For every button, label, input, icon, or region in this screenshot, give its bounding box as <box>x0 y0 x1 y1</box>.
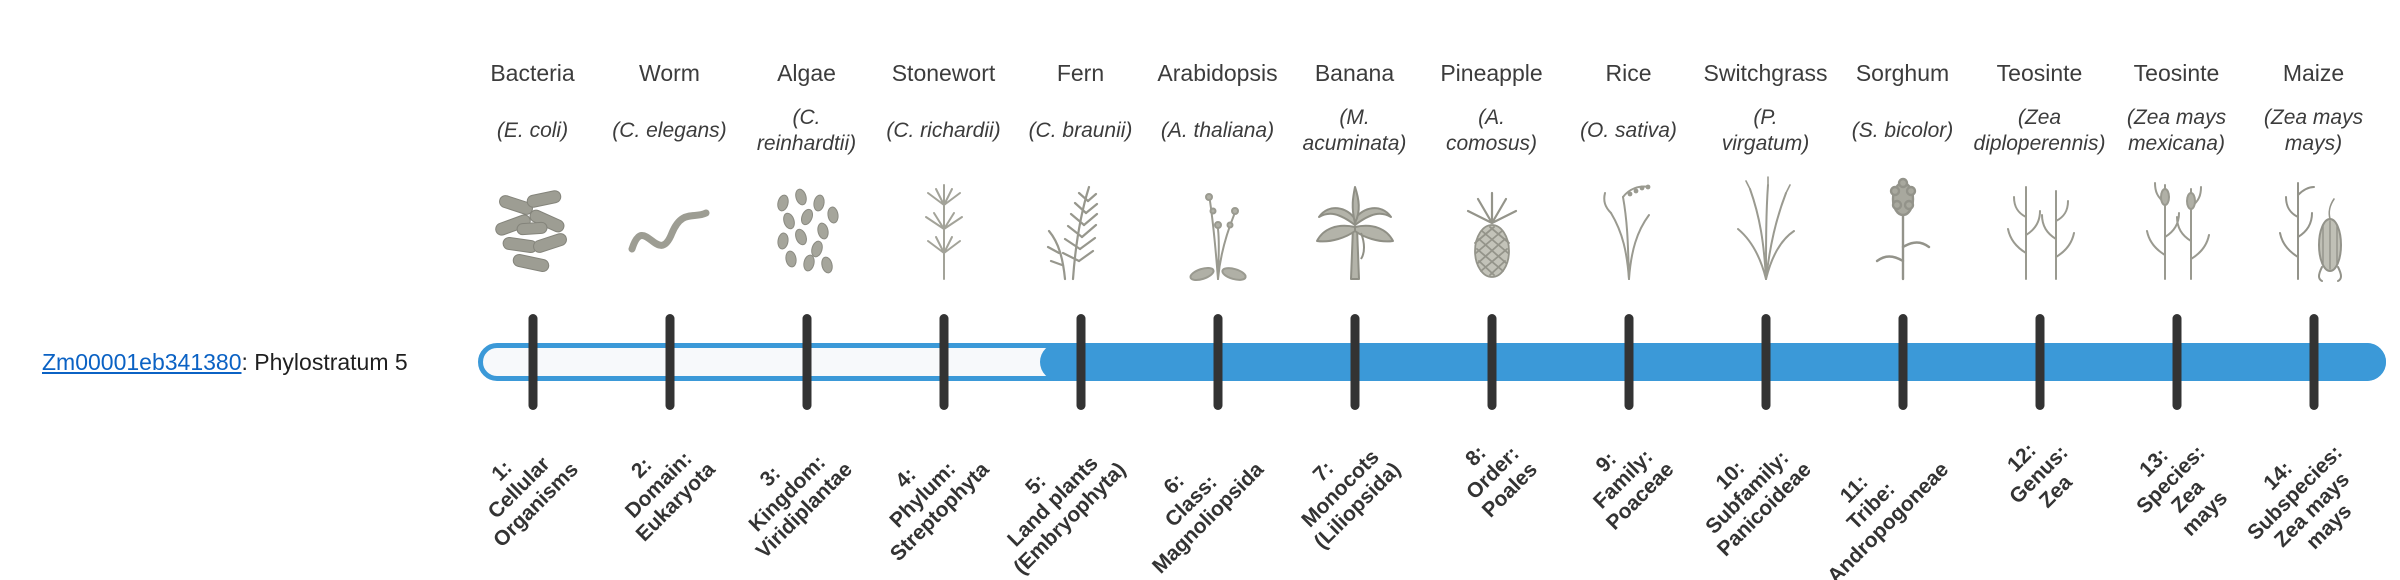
organism-common-name: Pineapple <box>1440 60 1543 86</box>
gene-id-link[interactable]: Zm00001eb341380 <box>42 349 242 375</box>
organism-common-name: Switchgrass <box>1703 60 1828 86</box>
phylostratum-tick <box>1213 314 1222 410</box>
phylostratum-label: 9: Family: Poaceae <box>1589 445 1679 535</box>
phylostratum-tick <box>2309 314 2318 410</box>
stonewort-illustration <box>898 171 990 285</box>
organism-scientific-name: (E. coli) <box>496 118 569 142</box>
column-stonewort: Stonewort (C. richardii) 4: Phylum: Stre… <box>875 0 1012 580</box>
phylostratum-tick <box>2172 314 2181 410</box>
organism-columns: Bacteria (E. coli) 1: C <box>464 0 2382 580</box>
organism-common-name: Bacteria <box>490 60 575 86</box>
organism-scientific-name: (O. sativa) <box>1580 118 1677 142</box>
phylostratum-label: 8: Order: Poales <box>1460 441 1542 523</box>
column-sorghum: Sorghum (S. bicolor) 11: Tribe: Andropog… <box>1823 0 1971 580</box>
organism-common-name: Teosinte <box>2133 60 2220 86</box>
phylostratum-tick <box>528 314 537 410</box>
phylostratum-tick <box>802 314 811 410</box>
organism-scientific-name: (Zea mays mexicana) <box>2126 105 2227 155</box>
organism-scientific-name: (Zea mays mays) <box>2263 105 2364 155</box>
phylostratum-label: 14: Subspecies: Zea mays mays <box>2243 441 2357 555</box>
column-fern: Fern (C. braunii) 5: Land plants (Embryo… <box>1004 0 1149 580</box>
phylostratum-label: 3: Kingdom: Viridiplantae <box>744 450 857 564</box>
phylostratum-label: 12: Genus: Zea <box>2003 438 2078 513</box>
gene-phylostratum-text: : Phylostratum 5 <box>241 349 408 375</box>
algae-illustration <box>761 171 853 285</box>
column-banana: Banana (M. acuminata) 7: Monocots (L <box>1286 0 1423 580</box>
sorghum-illustration <box>1857 171 1949 285</box>
column-maize: Maize (Zea mays mays) 14: Subspecies: Ze… <box>2243 0 2382 580</box>
maize-illustration <box>2268 171 2360 285</box>
column-algae: Algae (C. reinhardtii) <box>738 0 875 580</box>
organism-scientific-name: (Zea diploperennis) <box>1973 105 2106 155</box>
organism-scientific-name: (C. reinhardtii) <box>756 105 857 155</box>
switchgrass-illustration <box>1720 171 1812 285</box>
organism-scientific-name: (C. braunii) <box>1028 118 1133 142</box>
phylostratum-tick <box>939 314 948 410</box>
organism-scientific-name: (P. virgatum) <box>1721 105 1810 155</box>
phylostratum-tick <box>1350 314 1359 410</box>
phylostratum-tick <box>665 314 674 410</box>
organism-common-name: Worm <box>639 60 700 86</box>
teosinte-diploperennis-illustration <box>1994 171 2086 285</box>
organism-scientific-name: (M. acuminata) <box>1302 105 1407 155</box>
organism-scientific-name: (C. elegans) <box>612 118 727 142</box>
organism-common-name: Algae <box>777 60 836 86</box>
organism-common-name: Banana <box>1314 60 1395 86</box>
column-teosinte-mexicana: Teosinte (Zea mays mexicana) 13: Species… <box>2108 0 2245 580</box>
phylostratum-label: 1: Cellular Organisms <box>483 452 583 552</box>
phylostratum-tick <box>1624 314 1633 410</box>
arabidopsis-illustration <box>1172 171 1264 285</box>
column-switchgrass: Switchgrass (P. virgatum) 10: Subfamily:… <box>1697 0 1834 580</box>
phylostratum-tick <box>1487 314 1496 410</box>
column-worm: Worm (C. elegans) 2: Domain: Eukaryota <box>601 0 738 580</box>
organism-common-name: Stonewort <box>891 60 996 86</box>
column-pineapple: Pineapple (A. comosus) 8: Order: Poales <box>1423 0 1560 580</box>
organism-common-name: Rice <box>1605 60 1652 86</box>
column-rice: Rice (O. sativa) <box>1560 0 1697 580</box>
phylostratum-tick <box>1761 314 1770 410</box>
phylostratum-tick <box>1076 314 1085 410</box>
banana-illustration <box>1309 171 1401 285</box>
organism-scientific-name: (A. comosus) <box>1445 105 1538 155</box>
phylostratum-label: 2: Domain: Eukaryota <box>620 447 720 547</box>
organism-common-name: Teosinte <box>1996 60 2083 86</box>
gene-caption: Zm00001eb341380: Phylostratum 5 <box>42 349 408 376</box>
organism-scientific-name: (S. bicolor) <box>1851 118 1954 142</box>
organism-common-name: Fern <box>1056 60 1105 86</box>
organism-scientific-name: (A. thaliana) <box>1160 118 1275 142</box>
pineapple-illustration <box>1446 171 1538 285</box>
column-teosinte-diploperennis: Teosinte (Zea diploperennis) 12: Genus: … <box>1971 0 2108 580</box>
phylostratum-label: 7: Monocots (Liliopsida) <box>1296 445 1405 554</box>
column-arabidopsis: Arabidopsis (A. thaliana) 6: Class: <box>1148 0 1286 580</box>
rice-illustration <box>1583 171 1675 285</box>
organism-scientific-name: (C. richardii) <box>886 118 1001 142</box>
fern-illustration <box>1035 171 1127 285</box>
organism-common-name: Sorghum <box>1855 60 1950 86</box>
teosinte-mexicana-illustration <box>2131 171 2223 285</box>
organism-common-name: Maize <box>2282 60 2345 86</box>
phylostratum-bar-fill <box>1040 343 2386 381</box>
column-bacteria: Bacteria (E. coli) 1: C <box>464 0 601 580</box>
organism-common-name: Arabidopsis <box>1157 60 1278 86</box>
bacteria-illustration <box>487 171 579 285</box>
phylostratum-tick <box>2035 314 2044 410</box>
phylostratum-tick <box>1898 314 1907 410</box>
phylostratum-label: 13: Species: Zea mays <box>2132 441 2233 542</box>
worm-illustration <box>624 171 716 285</box>
